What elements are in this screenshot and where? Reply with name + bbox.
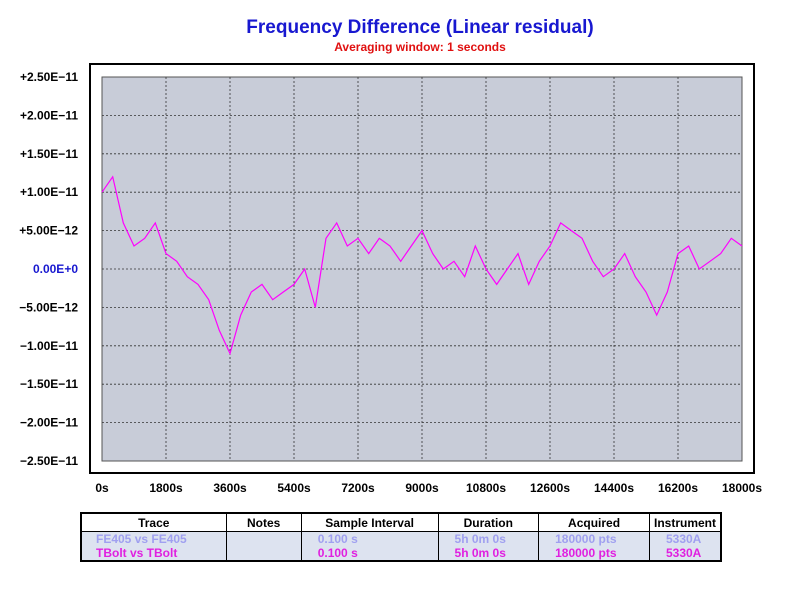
trace-duration: 5h 0m 0s	[437, 546, 540, 561]
y-tick-label: −2.50E−11	[20, 454, 78, 468]
x-tick-label: 16200s	[658, 481, 698, 495]
y-tick-label: +1.50E−11	[20, 147, 78, 161]
trace-instrument: 5330A	[648, 546, 722, 561]
chart-subtitle: Averaging window: 1 seconds	[334, 40, 506, 54]
legend-row-fe405: FE405 vs FE405 0.100 s 5h 0m 0s 180000 p…	[80, 531, 722, 546]
y-tick-label: +2.00E−11	[20, 108, 78, 122]
y-tick-label: +5.00E−12	[19, 224, 78, 238]
x-tick-label: 9000s	[405, 481, 439, 495]
x-tick-label: 5400s	[277, 481, 311, 495]
y-tick-label: −1.50E−11	[20, 377, 78, 391]
legend-header-row: Trace Notes Sample Interval Duration Acq…	[80, 512, 722, 532]
trace-acquired: 180000 pts	[538, 546, 650, 561]
trace-name: TBolt vs TBolt	[80, 546, 227, 561]
header-duration: Duration	[437, 512, 540, 532]
y-tick-label: −1.00E−11	[20, 339, 78, 353]
frequency-difference-chart: +2.50E−11 +2.00E−11 +1.50E−11 +1.00E−11 +5.0…	[19, 63, 762, 495]
y-tick-label: +2.50E−11	[20, 70, 78, 84]
x-tick-label: 14400s	[594, 481, 634, 495]
trace-notes	[225, 546, 302, 561]
legend-row-tbolt: TBolt vs TBolt 0.100 s 5h 0m 0s 180000 p…	[80, 546, 722, 561]
x-tick-label: 12600s	[530, 481, 570, 495]
y-tick-label: 0.00E+0	[33, 262, 78, 276]
trace-legend-table: Trace Notes Sample Interval Duration Acq…	[80, 512, 722, 562]
trace-interval: 0.100 s	[300, 546, 439, 561]
header-notes: Notes	[225, 512, 302, 532]
header-sample-interval: Sample Interval	[300, 512, 439, 532]
trace-name: FE405 vs FE405	[80, 531, 227, 546]
trace-notes	[225, 531, 302, 546]
header-instrument: Instrument	[648, 512, 722, 532]
x-tick-label: 10800s	[466, 481, 506, 495]
y-tick-label: +1.00E−11	[20, 185, 78, 199]
trace-instrument: 5330A	[648, 531, 722, 546]
trace-duration: 5h 0m 0s	[437, 531, 540, 546]
header-trace: Trace	[80, 512, 227, 532]
series-tbolt-line	[101, 175, 743, 356]
chart-title: Frequency Difference (Linear residual)	[246, 17, 594, 38]
y-tick-label: −2.00E−11	[20, 416, 78, 430]
x-tick-label: 1800s	[149, 481, 183, 495]
x-tick-label: 18000s	[722, 481, 762, 495]
x-tick-label: 3600s	[213, 481, 247, 495]
x-axis-ticks: 0s 1800s 3600s 5400s 7200s 9000s 10800s 12600s 1…	[95, 481, 762, 495]
header-acquired: Acquired	[538, 512, 650, 532]
x-tick-label: 0s	[95, 481, 109, 495]
trace-interval: 0.100 s	[300, 531, 439, 546]
x-tick-label: 7200s	[341, 481, 375, 495]
y-tick-label: −5.00E−12	[19, 300, 78, 314]
y-axis-ticks: +2.50E−11 +2.00E−11 +1.50E−11 +1.00E−11 +5.0…	[19, 70, 78, 468]
trace-acquired: 180000 pts	[538, 531, 650, 546]
